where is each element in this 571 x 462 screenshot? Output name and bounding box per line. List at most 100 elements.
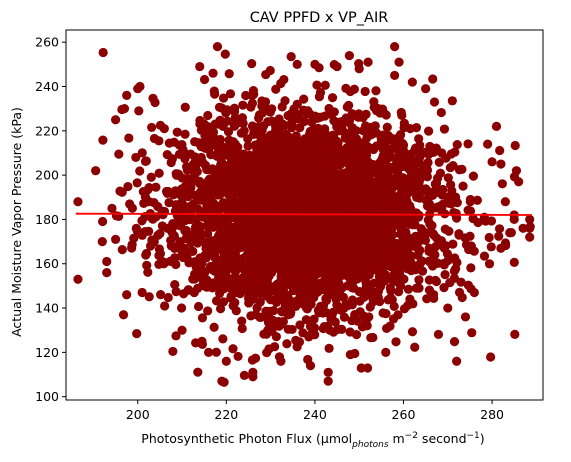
data-point	[301, 303, 312, 313]
data-point	[439, 124, 450, 134]
data-point	[122, 290, 132, 300]
data-point	[466, 263, 476, 273]
data-point	[518, 223, 528, 233]
data-point	[264, 134, 275, 144]
data-point	[283, 110, 293, 121]
data-point	[141, 156, 151, 166]
data-point	[225, 263, 235, 273]
data-point	[386, 286, 396, 296]
data-point	[151, 182, 161, 192]
data-point	[428, 74, 438, 84]
data-point	[289, 196, 299, 206]
data-point	[389, 134, 399, 144]
data-point	[333, 261, 343, 271]
data-point	[200, 142, 210, 152]
data-point	[293, 114, 303, 124]
data-point	[315, 166, 325, 176]
data-point	[407, 327, 418, 337]
data-point	[315, 112, 325, 122]
data-point	[312, 245, 322, 255]
data-point	[228, 151, 239, 162]
data-point	[199, 268, 210, 278]
y-tick-label: 160	[35, 256, 59, 271]
data-point	[366, 122, 376, 132]
data-point	[347, 295, 358, 305]
data-point	[313, 287, 323, 297]
data-point	[195, 115, 205, 126]
x-axis-ticks: 200 220 240 260 280	[126, 400, 504, 422]
data-point	[295, 123, 305, 133]
data-point	[424, 275, 434, 285]
data-point	[166, 235, 176, 246]
data-point	[443, 303, 453, 313]
data-point	[157, 256, 168, 267]
data-point	[352, 316, 362, 326]
data-point	[172, 127, 182, 137]
data-point	[319, 264, 329, 274]
data-point	[428, 261, 438, 271]
data-point	[405, 204, 416, 215]
data-point	[407, 77, 417, 87]
data-point	[320, 80, 330, 90]
data-point	[274, 352, 285, 362]
data-point	[228, 137, 238, 147]
data-point	[238, 225, 249, 235]
data-point	[171, 287, 181, 297]
data-point	[368, 297, 378, 307]
data-point	[419, 171, 430, 181]
data-point	[111, 234, 121, 244]
data-point	[444, 226, 454, 236]
data-point	[73, 274, 83, 284]
data-point	[219, 377, 229, 387]
data-point	[271, 247, 281, 257]
data-point	[494, 224, 505, 234]
data-point	[306, 329, 316, 340]
data-point	[119, 104, 130, 114]
data-point	[465, 206, 476, 216]
data-point	[456, 277, 466, 287]
data-point	[414, 178, 424, 188]
data-point	[293, 137, 303, 147]
data-point	[393, 155, 404, 166]
data-point	[305, 131, 315, 141]
data-point	[525, 214, 535, 225]
data-point	[102, 256, 112, 267]
data-point	[124, 133, 134, 143]
data-point	[510, 140, 520, 151]
data-point	[145, 241, 156, 251]
data-point	[472, 195, 482, 205]
data-point	[368, 332, 378, 343]
data-point	[201, 210, 211, 220]
data-point	[228, 344, 238, 354]
data-point	[414, 275, 424, 285]
data-point	[393, 245, 403, 255]
data-point	[97, 236, 107, 247]
data-point	[411, 122, 422, 133]
data-point	[298, 267, 308, 277]
data-point	[317, 277, 327, 288]
data-point	[366, 168, 376, 179]
data-point	[298, 249, 308, 259]
data-point	[496, 243, 506, 253]
data-point	[248, 294, 259, 304]
data-point	[328, 184, 338, 194]
data-point	[324, 277, 334, 287]
data-point	[197, 179, 208, 189]
data-point	[209, 322, 219, 332]
data-point	[323, 367, 333, 377]
data-point	[373, 103, 383, 114]
data-point	[222, 233, 233, 243]
data-point	[299, 94, 309, 104]
data-point	[299, 183, 309, 194]
data-point	[302, 295, 312, 306]
data-point	[525, 223, 535, 233]
data-point	[111, 115, 121, 125]
data-point	[381, 323, 392, 334]
data-point	[305, 361, 316, 371]
data-point	[247, 98, 258, 108]
data-point	[283, 256, 293, 266]
data-point	[137, 148, 147, 158]
data-point	[309, 314, 319, 324]
data-point	[218, 246, 228, 256]
data-point	[345, 349, 355, 360]
